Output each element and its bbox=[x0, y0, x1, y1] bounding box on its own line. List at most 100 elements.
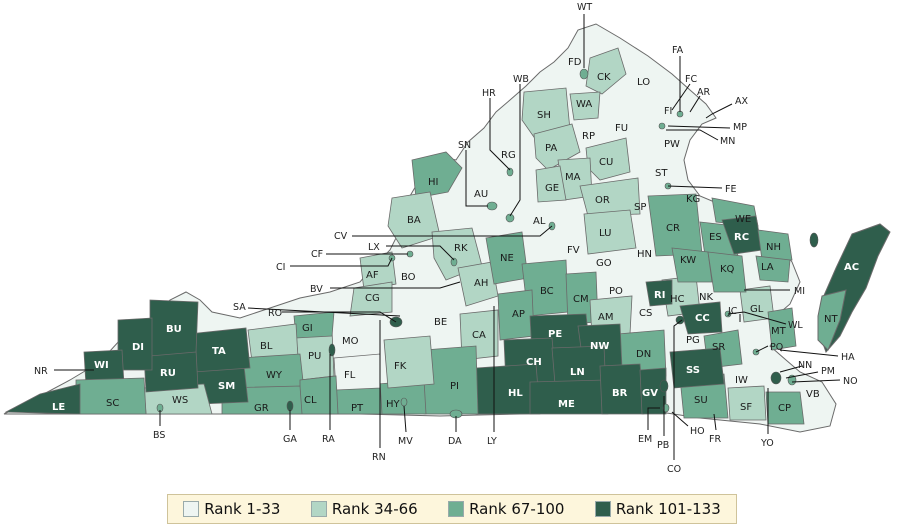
label-WS: WS bbox=[172, 395, 188, 406]
label-PG: PG bbox=[686, 335, 700, 346]
label-OR: OR bbox=[595, 195, 610, 206]
region-MT bbox=[767, 307, 797, 351]
callout-RA: RA bbox=[322, 434, 335, 445]
label-NE: NE bbox=[500, 253, 514, 264]
label-BE: BE bbox=[434, 317, 447, 328]
callout-RO: RO bbox=[268, 308, 282, 319]
region-BA bbox=[387, 191, 441, 249]
label-BA: BA bbox=[407, 215, 421, 226]
label-RK: RK bbox=[454, 243, 468, 254]
label-WA: WA bbox=[576, 99, 592, 110]
legend-swatch bbox=[310, 501, 327, 517]
region-LE bbox=[4, 383, 81, 415]
label-SU: SU bbox=[694, 395, 708, 406]
county-labels: FD CK LO WA SH FU RP PA RG CU PW MA GE S… bbox=[52, 57, 859, 414]
label-SC: SC bbox=[106, 398, 119, 409]
label-ME: ME bbox=[558, 399, 575, 410]
legend-label: Rank 1-33 bbox=[204, 500, 281, 518]
callout-LX: LX bbox=[368, 242, 380, 253]
callout-MI: MI bbox=[794, 286, 805, 297]
label-CC: CC bbox=[695, 313, 710, 324]
callout-SN: SN bbox=[458, 140, 471, 151]
label-CM: CM bbox=[573, 294, 589, 305]
region-CG bbox=[349, 281, 393, 317]
label-CG: CG bbox=[365, 293, 380, 304]
label-FD: FD bbox=[568, 57, 582, 68]
region-LU bbox=[583, 209, 637, 255]
label-KG: KG bbox=[686, 194, 700, 205]
callout-AX: AX bbox=[735, 96, 748, 107]
label-AF: AF bbox=[366, 270, 379, 281]
label-RI: RI bbox=[654, 290, 665, 301]
legend-label: Rank 34-66 bbox=[331, 500, 418, 518]
callout-PQ: PQ bbox=[770, 342, 783, 353]
label-RG: RG bbox=[501, 150, 516, 161]
callout-CV: CV bbox=[334, 231, 348, 242]
callout-HA: HA bbox=[841, 352, 855, 363]
label-DN: DN bbox=[636, 349, 651, 360]
label-CS: CS bbox=[639, 308, 652, 319]
callout-FC: FC bbox=[685, 74, 697, 85]
region-RI bbox=[645, 279, 673, 307]
legend-item-rank-67-100: Rank 67-100 bbox=[448, 500, 564, 518]
label-CL: CL bbox=[304, 395, 317, 406]
label-WE: WE bbox=[735, 214, 751, 225]
label-AC: AC bbox=[844, 262, 859, 273]
legend-swatch bbox=[594, 501, 611, 517]
callout-DA: DA bbox=[448, 436, 462, 447]
callout-BV: BV bbox=[310, 284, 323, 295]
label-PU: PU bbox=[308, 351, 321, 362]
label-CR: CR bbox=[666, 223, 680, 234]
region-GI bbox=[293, 311, 335, 339]
label-SH: SH bbox=[537, 110, 551, 121]
label-CH: CH bbox=[526, 357, 542, 368]
region-HI bbox=[411, 151, 463, 199]
region-GE bbox=[535, 165, 567, 203]
label-PI: PI bbox=[450, 381, 459, 392]
label-AU: AU bbox=[474, 189, 488, 200]
label-GR: GR bbox=[254, 403, 269, 414]
region-GV bbox=[639, 367, 667, 415]
region-WA bbox=[569, 91, 601, 121]
region-OR bbox=[579, 177, 641, 217]
region-LA bbox=[755, 255, 791, 283]
callout-WL: WL bbox=[788, 320, 803, 331]
label-SF: SF bbox=[740, 402, 752, 413]
callout-CI: CI bbox=[276, 262, 285, 273]
label-ST: ST bbox=[655, 168, 668, 179]
callout-MP: MP bbox=[733, 122, 747, 133]
label-GI: GI bbox=[302, 323, 313, 334]
label-DI: DI bbox=[132, 342, 144, 353]
callout-labels: WT FA FC AR AX MP MN FI HR WB SN FE CV L… bbox=[34, 2, 858, 475]
region-NH bbox=[757, 229, 793, 261]
region-CP bbox=[765, 391, 805, 425]
callout-FI: FI bbox=[664, 106, 672, 117]
legend-label: Rank 101-133 bbox=[615, 500, 721, 518]
label-RC: RC bbox=[734, 232, 749, 243]
label-KW: KW bbox=[680, 255, 696, 266]
label-CU: CU bbox=[599, 157, 613, 168]
label-HC: HC bbox=[670, 294, 685, 305]
region-KW bbox=[671, 247, 713, 283]
legend-item-rank-101-133: Rank 101-133 bbox=[594, 500, 721, 518]
callout-MN: MN bbox=[720, 136, 735, 147]
callout-HO: HO bbox=[690, 426, 705, 437]
callout-leaders bbox=[54, 14, 841, 460]
region-FK bbox=[383, 335, 435, 389]
legend-item-rank-34-66: Rank 34-66 bbox=[310, 500, 418, 518]
legend-swatch bbox=[448, 501, 465, 517]
label-NT: NT bbox=[824, 314, 838, 325]
label-PA: PA bbox=[545, 143, 557, 154]
callout-MV: MV bbox=[398, 436, 413, 447]
label-PT: PT bbox=[351, 403, 364, 414]
label-LN: LN bbox=[570, 367, 585, 378]
callout-PM: PM bbox=[821, 366, 835, 377]
label-LU: LU bbox=[599, 228, 611, 239]
label-NW: NW bbox=[590, 341, 609, 352]
label-PO: PO bbox=[609, 286, 623, 297]
label-HI: HI bbox=[428, 177, 438, 188]
label-BR: BR bbox=[612, 388, 628, 399]
label-PW: PW bbox=[664, 139, 680, 150]
callout-HR: HR bbox=[482, 88, 496, 99]
